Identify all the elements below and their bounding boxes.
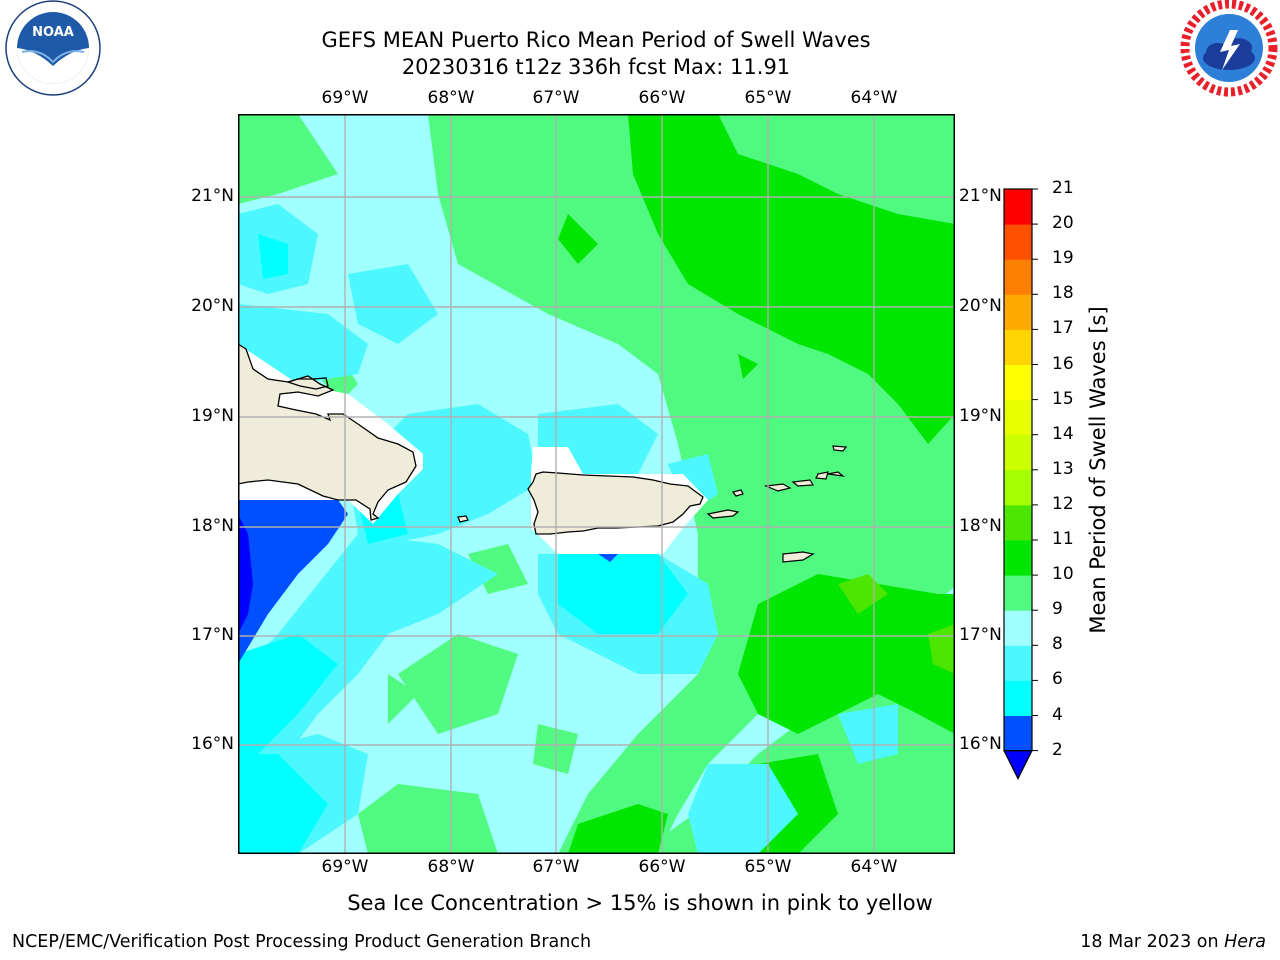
longitude-label-top: 69°W	[321, 88, 369, 108]
footer-date: 18 Mar 2023 on Hera	[1080, 932, 1266, 952]
latitude-label-left: 18°N	[191, 516, 234, 536]
colorbar-segment	[1004, 434, 1032, 471]
longitude-label-bottom: 65°W	[744, 857, 792, 877]
footer-date-text: 18 Mar 2023 on	[1080, 932, 1225, 952]
latitude-label-left: 19°N	[191, 406, 234, 426]
colorbar-tick-label: 12	[1052, 493, 1074, 514]
colorbar-tick-label: 18	[1052, 283, 1074, 304]
colorbar-tick-label: 8	[1052, 634, 1063, 655]
swell-2-4s-region	[238, 500, 348, 664]
hispaniola-landmass	[238, 343, 417, 521]
colorbar-segment	[1004, 575, 1032, 611]
longitude-label-top: 66°W	[638, 88, 686, 108]
longitude-label-bottom: 66°W	[638, 857, 686, 877]
colorbar-segment	[1004, 364, 1032, 401]
map-frame	[238, 114, 955, 854]
map-gridlines	[238, 114, 955, 854]
colorbar-segment	[1004, 469, 1032, 506]
colorbar-tick-label: 19	[1052, 248, 1074, 269]
map-plot	[238, 114, 955, 854]
sea-ice-caption: Sea Ice Concentration > 15% is shown in …	[347, 891, 933, 915]
colorbar-segment	[1004, 504, 1032, 541]
colorbar-segment	[1004, 680, 1032, 716]
longitude-label-bottom: 68°W	[427, 857, 475, 877]
colorbar-segment	[1004, 715, 1032, 752]
colorbar	[1003, 188, 1038, 780]
colorbar-tick-label: 13	[1052, 458, 1074, 479]
latitude-label-right: 16°N	[959, 734, 1002, 754]
colorbar-title: Mean Period of Swell Waves [s]	[1086, 306, 1110, 634]
chart-title: GEFS MEAN Puerto Rico Mean Period of Swe…	[321, 28, 871, 52]
colorbar-tick-label: 9	[1052, 599, 1063, 620]
colorbar-segment	[1004, 645, 1032, 681]
virgin-islands	[457, 445, 848, 563]
colorbar-tick-label: 4	[1052, 704, 1063, 725]
swell-2-4s-patch	[598, 554, 618, 562]
footer-machine: Hera	[1224, 932, 1266, 952]
swell-below-2s-region	[238, 514, 253, 634]
puerto-rico-landmass	[527, 471, 704, 535]
colorbar-tick-label: 16	[1052, 353, 1074, 374]
colorbar-segment	[1004, 399, 1032, 436]
latitude-label-right: 20°N	[959, 296, 1002, 316]
latitude-label-left: 16°N	[191, 734, 234, 754]
noaa-logo-text: NOAA	[32, 25, 74, 40]
colorbar-tick-label: 14	[1052, 423, 1074, 444]
colorbar-segment	[1004, 540, 1032, 576]
longitude-label-bottom: 64°W	[850, 857, 898, 877]
nws-logo	[1180, 0, 1278, 97]
colorbar-tick-label: 20	[1052, 213, 1074, 234]
latitude-label-left: 21°N	[191, 186, 234, 206]
colorbar-segment	[1004, 610, 1032, 646]
colorbar-segment	[1004, 329, 1032, 365]
latitude-label-right: 19°N	[959, 406, 1002, 426]
swell-4-6s-regions	[238, 234, 688, 854]
latitude-label-left: 20°N	[191, 296, 234, 316]
longitude-label-bottom: 69°W	[321, 857, 369, 877]
colorbar-segment	[1004, 189, 1032, 225]
colorbar-extend-triangle	[1003, 749, 1033, 780]
longitude-label-top: 68°W	[427, 88, 475, 108]
colorbar-tick-label: 15	[1052, 388, 1074, 409]
colorbar-segment	[1004, 259, 1032, 295]
colorbar-segment	[1004, 224, 1032, 260]
latitude-label-right: 17°N	[959, 625, 1002, 645]
tortuga-coast	[285, 377, 329, 390]
longitude-label-top: 64°W	[850, 88, 898, 108]
colorbar-tick-label: 2	[1052, 739, 1063, 760]
footer-branch: NCEP/EMC/Verification Post Processing Pr…	[12, 932, 592, 952]
colorbar-tick-label: 6	[1052, 669, 1063, 690]
colorbar-tick-label: 17	[1052, 318, 1074, 339]
latitude-label-right: 18°N	[959, 516, 1002, 536]
colorbar-tick-label: 10	[1052, 564, 1074, 585]
latitude-label-right: 21°N	[959, 186, 1002, 206]
colorbar-segment	[1004, 294, 1032, 330]
colorbar-tick-label: 21	[1052, 178, 1074, 198]
chart-subtitle: 20230316 t12z 336h fcst Max: 11.91	[401, 55, 791, 79]
longitude-label-top: 67°W	[532, 88, 580, 108]
latitude-label-left: 17°N	[191, 625, 234, 645]
noaa-logo: NOAA	[5, 0, 101, 96]
longitude-label-bottom: 67°W	[532, 857, 580, 877]
colorbar-tick-label: 11	[1052, 529, 1074, 549]
longitude-label-top: 65°W	[744, 88, 792, 108]
